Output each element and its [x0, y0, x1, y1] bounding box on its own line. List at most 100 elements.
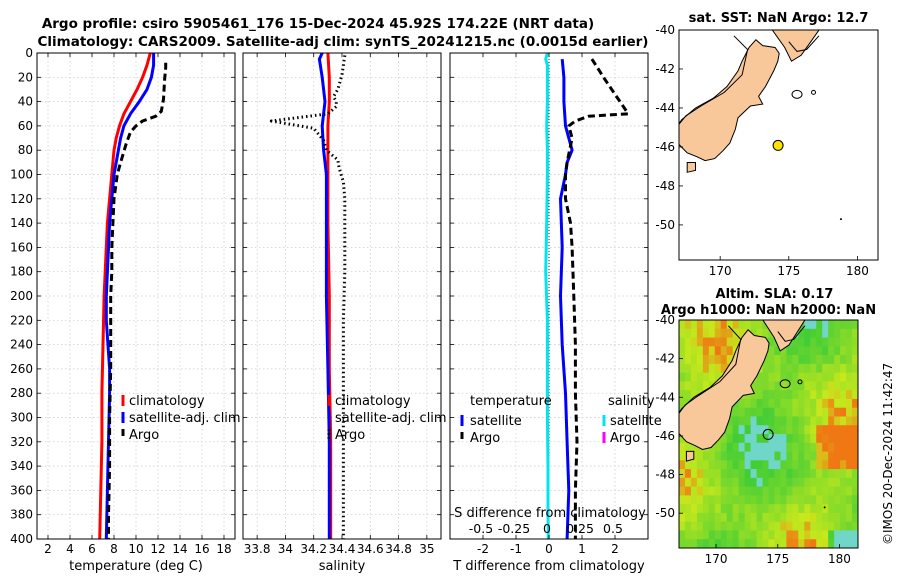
sla-cell	[774, 539, 782, 548]
sla-cell	[679, 495, 686, 505]
sla-cell	[834, 442, 841, 453]
sla-cell	[834, 486, 841, 496]
x-tick-label: 34.8	[385, 542, 412, 556]
sla-cell	[756, 398, 764, 409]
sla-cell	[786, 539, 793, 548]
sla-cell	[708, 442, 716, 453]
x-axis-label-secondary: S difference from climatology	[454, 506, 646, 521]
sla-cell	[714, 530, 722, 540]
sla-cell	[780, 398, 787, 409]
sla-cell	[810, 451, 817, 461]
sla-cell	[828, 398, 835, 409]
sla-cell	[798, 521, 805, 532]
y-tick-label: 340	[10, 459, 33, 473]
sla-cell	[846, 398, 853, 409]
sla-cell	[762, 460, 770, 470]
series-temperature-argo	[564, 58, 630, 539]
sla-cell	[756, 416, 764, 426]
y-tick-label: 140	[10, 216, 33, 230]
sla-cell	[750, 469, 758, 479]
sla-cell	[780, 407, 787, 418]
sla-cell	[756, 469, 764, 479]
sla-cell	[756, 486, 764, 496]
sla-cell	[768, 407, 776, 418]
sla-cell	[756, 460, 764, 470]
sla-cell	[696, 486, 704, 496]
sla-cell	[828, 486, 835, 496]
sla-cell	[750, 451, 758, 461]
sla-cell	[822, 346, 829, 356]
sla-cell	[708, 521, 716, 532]
sla-cell	[822, 451, 829, 461]
sla-cell	[840, 337, 847, 347]
map-x-tick-label: 175	[766, 552, 789, 566]
sla-cell	[834, 512, 841, 523]
sla-cell	[744, 469, 752, 479]
sla-cell	[738, 442, 746, 453]
sla-cell	[762, 381, 770, 391]
sla-cell	[774, 398, 782, 409]
sla-cell	[696, 363, 704, 374]
sla-cell	[684, 512, 692, 523]
sla-cell	[816, 434, 823, 444]
sla-cell	[846, 363, 853, 374]
sla-cell	[786, 477, 793, 488]
sla-cell	[679, 390, 686, 400]
sla-cell	[738, 451, 746, 461]
sla-cell	[720, 460, 728, 470]
sla-cell	[798, 372, 805, 382]
sla-cell	[679, 328, 686, 339]
sla-cell	[804, 539, 811, 548]
legend-label: satellite-adj. clim	[335, 411, 447, 426]
sla-cell	[702, 530, 710, 540]
sla-cell	[750, 398, 758, 409]
sla-cell	[714, 320, 722, 330]
sla-cell	[714, 355, 722, 365]
sla-cell	[822, 381, 829, 391]
sla-cell	[774, 495, 782, 505]
sla-cell	[810, 398, 817, 409]
sla-cell	[798, 328, 805, 339]
sla-cell	[684, 381, 692, 391]
sla-cell	[828, 521, 835, 532]
sla-cell	[828, 372, 835, 382]
map-y-tick-label: -42	[655, 352, 675, 366]
sla-cell	[840, 434, 847, 444]
sla-cell	[774, 530, 782, 540]
isobath	[679, 325, 742, 415]
sla-cell	[804, 495, 811, 505]
island-contour	[810, 89, 816, 95]
sla-cell	[720, 442, 728, 453]
sla-cell	[816, 512, 823, 523]
sla-cell	[798, 355, 805, 365]
sla-cell	[696, 451, 704, 461]
sla-cell	[708, 337, 716, 347]
sla-cell	[720, 346, 728, 356]
sla-cell	[852, 451, 858, 461]
sla-cell	[816, 442, 823, 453]
sla-cell	[774, 469, 782, 479]
legend-label: satellite	[470, 414, 522, 429]
sla-cell	[840, 451, 847, 461]
sla-cell	[732, 451, 740, 461]
sla-cell	[732, 416, 740, 426]
sla-cell	[822, 328, 829, 339]
sla-cell	[768, 486, 776, 496]
sla-cell	[679, 504, 686, 514]
sla-cell	[816, 337, 823, 347]
sla-cell	[768, 434, 776, 444]
sla-cell	[738, 530, 746, 540]
sla-cell	[714, 495, 722, 505]
sla-cell	[690, 442, 698, 453]
sla-cell	[810, 328, 817, 339]
sla-cell	[744, 434, 752, 444]
sla-cell	[798, 346, 805, 356]
sla-cell	[679, 530, 686, 540]
sla-cell	[679, 451, 686, 461]
sla-cell	[816, 460, 823, 470]
sla-cell	[780, 346, 787, 356]
land-0	[679, 38, 780, 162]
sla-cell	[834, 398, 841, 409]
sla-cell	[714, 442, 722, 453]
sla-cell	[822, 434, 829, 444]
